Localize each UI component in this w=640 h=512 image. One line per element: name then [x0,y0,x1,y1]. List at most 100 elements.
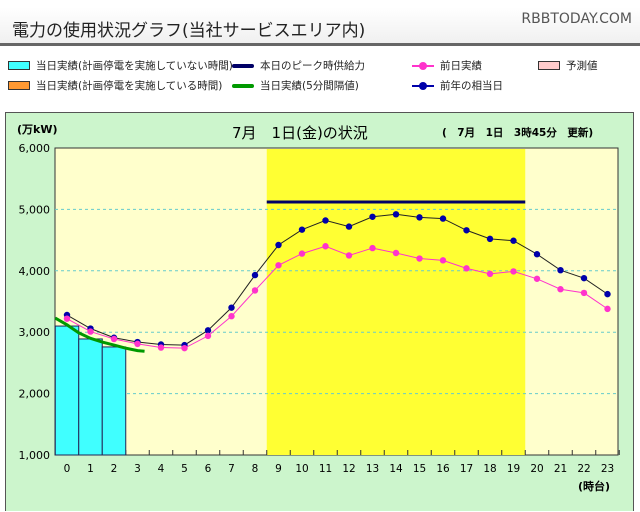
legend-item: 本日のピーク時供給力 [232,58,365,73]
legend-key [232,63,254,68]
x-tick-label: 0 [64,463,71,475]
x-tick-label: 15 [413,463,426,475]
y-tick-label: 3,000 [19,326,51,339]
data-point [275,241,282,249]
legend-item: 前日実績 [412,58,482,73]
data-point [298,250,306,257]
y-tick-label: 6,000 [19,142,51,155]
legend-item: 予測値 [538,58,598,73]
watermark: RBBTODAY.COM [521,11,632,27]
legend-key [8,61,30,70]
x-tick-label: 8 [252,463,259,475]
legend-item: 当日実績(計画停電を実施していない時間) [8,58,233,73]
data-point [557,286,564,293]
legend-key [412,61,434,71]
data-point [416,214,423,221]
data-point [157,344,165,351]
y-tick-label: 5,000 [19,203,51,216]
data-point [345,223,353,230]
legend-key [232,83,254,88]
x-tick-label: 14 [389,463,403,475]
data-point [275,262,282,269]
x-tick-label: 23 [601,463,614,475]
data-point [486,235,494,243]
data-point [486,270,494,278]
data-point [110,335,118,343]
data-point [298,226,306,233]
data-point [204,327,212,334]
x-tick-label: 17 [460,463,473,475]
data-point [322,217,329,224]
legend-key [412,81,434,91]
legend-item: 前年の相当日 [412,78,503,93]
x-tick-label: 19 [507,463,520,475]
data-point [345,252,353,259]
data-point [204,332,212,340]
data-point [439,215,447,222]
legend-label: 予測値 [566,60,598,72]
legend-label: 前年の相当日 [440,80,503,92]
data-point [251,287,259,294]
data-point [228,313,235,320]
x-tick-label: 1 [87,463,94,475]
series-line [66,213,608,346]
legend-item: 当日実績(5分間隔値) [232,78,359,93]
legend-label: 本日のピーク時供給力 [260,60,365,72]
x-tick-label: 20 [530,463,543,475]
x-tick-label: 10 [295,463,308,475]
y-axis-label: (万kW) [17,123,58,136]
y-tick-label: 4,000 [19,265,51,278]
data-point [392,249,400,257]
legend-key [8,81,30,90]
x-tick-label: 3 [134,463,141,475]
data-point [392,211,400,218]
data-point [228,304,235,311]
legend-label: 前日実績 [440,60,482,72]
data-point [63,315,71,322]
data-point [322,243,329,250]
page-header: 電力の使用状況グラフ(当社サービスエリア内) RBBTODAY.COM [0,7,640,46]
data-point [510,237,517,244]
update-note: ( 7月 1日 3時45分 更新) [442,126,593,139]
bar [78,338,103,456]
x-tick-label: 18 [483,463,496,475]
x-tick-label: 16 [436,463,450,475]
x-tick-label: 12 [342,463,355,475]
y-tick-label: 2,000 [19,388,51,401]
x-tick-label: 9 [275,463,282,475]
data-point [369,244,376,252]
series-line [66,245,608,349]
legend-label: 当日実績(計画停電を実施している時間) [36,80,223,92]
data-point [580,289,588,297]
data-point [604,290,611,298]
data-point [369,213,376,220]
y-tick-label: 1,000 [19,449,51,462]
x-tick-label: 4 [158,463,165,475]
legend-key [538,61,560,70]
data-point [416,255,423,262]
x-axis-label: (時台) [578,479,610,493]
bar [54,325,80,456]
page-title: 電力の使用状況グラフ(当社サービスエリア内) [12,21,366,41]
data-point [181,344,188,352]
x-tick-label: 7 [228,463,235,475]
data-point [439,257,447,264]
data-point [557,266,564,274]
x-tick-label: 2 [111,463,118,475]
x-tick-label: 6 [205,463,212,475]
legend-label: 当日実績(計画停電を実施していない時間) [36,60,233,72]
data-point [87,328,94,335]
x-tick-label: 5 [181,463,188,475]
five-min-line [54,316,145,353]
x-tick-label: 13 [366,463,379,475]
data-point [580,274,588,282]
chart-title: 7月 1日(金)の状況 [232,124,368,142]
data-point [533,275,541,282]
x-tick-label: 22 [577,463,590,475]
x-tick-label: 11 [319,463,332,475]
data-point [604,305,611,313]
legend-label: 当日実績(5分間隔値) [260,80,359,92]
data-point [510,268,517,275]
data-point [134,340,141,348]
